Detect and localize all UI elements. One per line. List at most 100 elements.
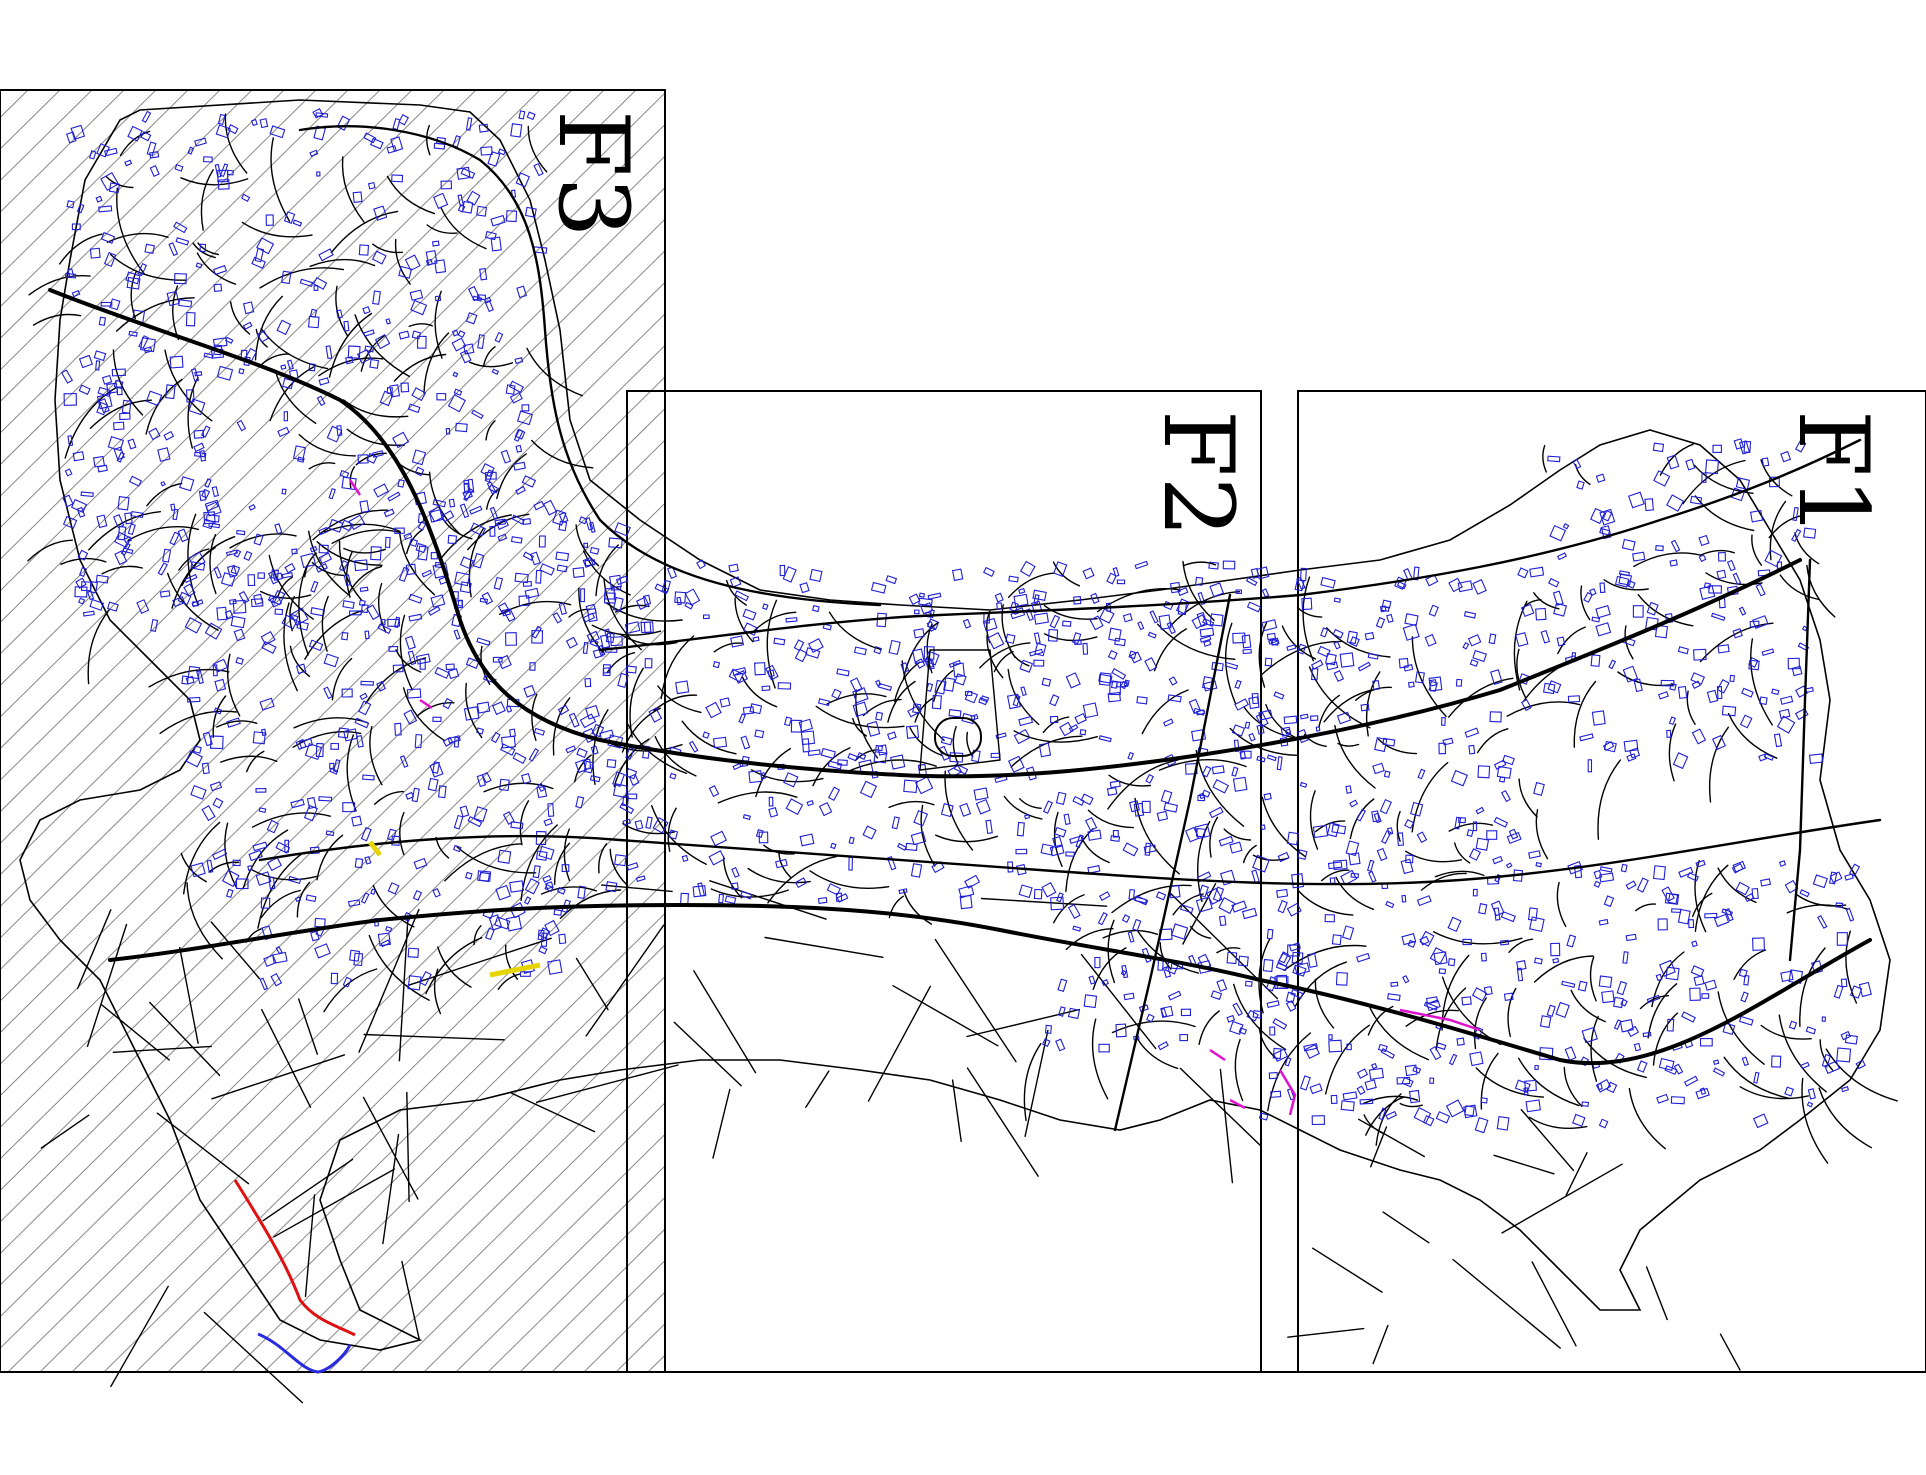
building — [1599, 527, 1611, 536]
building — [1469, 1051, 1484, 1067]
minor-road — [1717, 991, 1765, 1065]
building — [580, 588, 585, 603]
building — [240, 193, 251, 203]
hatch-line — [0, 628, 665, 1286]
minor-road — [251, 812, 331, 828]
building — [1134, 560, 1149, 570]
building — [1256, 755, 1266, 763]
building — [1423, 1001, 1439, 1011]
building — [314, 917, 326, 928]
minor-road — [433, 968, 442, 1015]
building — [666, 566, 678, 579]
building — [1691, 728, 1707, 745]
building — [1033, 594, 1040, 605]
building — [306, 796, 317, 810]
building — [358, 244, 370, 256]
minor-road — [1405, 1009, 1459, 1027]
building — [1764, 549, 1783, 568]
building — [407, 403, 421, 414]
building — [1710, 612, 1726, 622]
building — [1425, 999, 1441, 1012]
building — [652, 817, 669, 834]
building — [78, 384, 91, 396]
building — [1049, 694, 1060, 707]
building — [1266, 928, 1274, 940]
minor-road — [1258, 1027, 1278, 1060]
building — [556, 564, 568, 573]
building — [1428, 679, 1437, 687]
building — [80, 581, 92, 592]
building — [818, 801, 833, 817]
building — [609, 574, 622, 589]
minor-road — [393, 353, 447, 382]
building — [1231, 766, 1239, 777]
building — [1328, 1034, 1333, 1040]
minor-road — [328, 312, 373, 378]
building — [1457, 580, 1473, 593]
building — [1528, 850, 1541, 859]
building — [1480, 952, 1488, 962]
building — [1738, 606, 1747, 616]
building — [1019, 560, 1036, 578]
building — [107, 436, 125, 452]
minor-road — [330, 210, 399, 254]
building — [1771, 1055, 1782, 1068]
major-roads — [48, 125, 1882, 1132]
minor-road — [1454, 842, 1471, 864]
building — [252, 841, 268, 852]
minor-road — [902, 622, 939, 680]
building — [1381, 599, 1392, 609]
building — [491, 368, 500, 375]
building — [347, 899, 361, 907]
building — [1657, 691, 1669, 700]
building — [1704, 912, 1718, 919]
building — [315, 563, 328, 573]
building — [292, 219, 303, 227]
building — [1276, 756, 1283, 771]
building — [170, 503, 176, 511]
minor-road — [274, 369, 317, 424]
minor-road — [483, 782, 554, 793]
building — [1107, 691, 1121, 703]
minor-road — [399, 811, 405, 856]
rural-road — [179, 946, 199, 1044]
building — [1780, 970, 1794, 982]
yellow-feature-1 — [368, 840, 382, 857]
building — [565, 745, 577, 754]
hatch-line — [0, 90, 509, 592]
minor-road — [766, 599, 778, 689]
minor-road — [531, 693, 538, 741]
building — [1721, 705, 1737, 717]
building — [1133, 802, 1145, 817]
building — [1009, 601, 1019, 613]
building — [1791, 665, 1803, 677]
building — [1669, 682, 1677, 691]
building — [1301, 597, 1313, 611]
building — [940, 736, 953, 746]
building — [732, 761, 744, 771]
building — [1472, 888, 1478, 897]
building — [1566, 934, 1577, 948]
building — [761, 685, 771, 691]
building — [447, 534, 458, 545]
building — [1805, 1026, 1817, 1035]
building — [1595, 622, 1612, 637]
building — [1101, 979, 1110, 987]
building — [162, 548, 172, 563]
building — [1807, 1088, 1816, 1100]
building — [1111, 668, 1127, 680]
building — [740, 890, 753, 900]
minor-road — [1159, 942, 1172, 970]
building — [1238, 1027, 1248, 1035]
building — [363, 132, 377, 144]
building — [1779, 695, 1794, 705]
building — [478, 123, 489, 133]
building — [330, 972, 339, 985]
building — [515, 444, 523, 453]
building — [1144, 842, 1151, 856]
hatch-line — [0, 90, 285, 371]
building — [270, 569, 279, 579]
building — [822, 623, 832, 631]
building — [257, 572, 265, 579]
minor-road — [408, 323, 433, 328]
